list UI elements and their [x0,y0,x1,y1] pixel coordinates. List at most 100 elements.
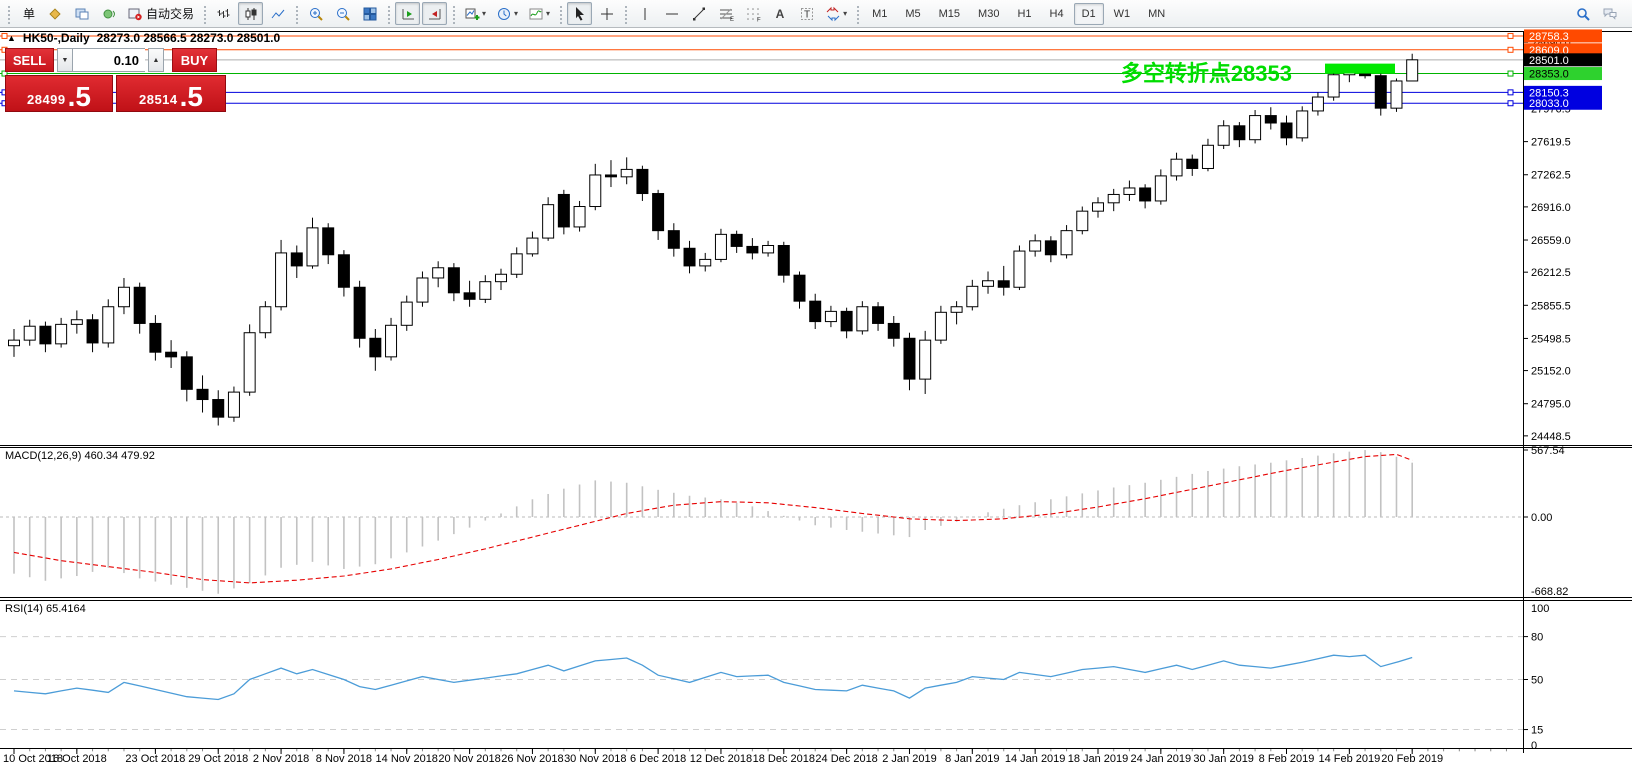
new-chart-icon [465,8,480,20]
svg-text:24448.5: 24448.5 [1531,431,1571,443]
toolbar: 单自动交易 ▾ ▾ ▾ E F A T ▾ M1 M5 M15 M30 H1 H4 D1 W1 MN [0,0,1632,28]
arrows-button[interactable]: ▾ [821,2,851,25]
svg-text:8 Jan 2019: 8 Jan 2019 [945,753,999,765]
data-window-icon[interactable] [69,2,94,25]
fibonacci-button[interactable]: E [713,2,738,25]
sound-alerts-icon[interactable] [96,2,121,25]
sell-button[interactable]: SELL [5,48,54,72]
toolbar-grip [202,3,208,24]
svg-text:25152.0: 25152.0 [1531,366,1571,378]
label-t-icon: T [800,7,813,20]
chat-icon [1603,8,1616,20]
toolbar-grip [6,3,11,24]
shapes-icon [826,6,840,21]
timeframe-w1[interactable]: W1 [1113,7,1131,20]
sell-price-pips: .5 [67,81,91,113]
svg-text:567.54: 567.54 [1531,445,1565,457]
timeframe-m30[interactable]: M30 [978,7,1000,20]
cursor-button[interactable] [567,2,593,25]
bar-chart-button[interactable] [211,2,236,25]
svg-text:10 Oct 2018: 10 Oct 2018 [3,753,63,765]
tile-windows-button[interactable] [357,2,382,25]
volume-input[interactable]: 0.10 [73,48,145,72]
svg-text:100: 100 [1531,603,1549,615]
candlestick-chart-button[interactable] [238,2,264,25]
rsi-indicator-label: RSI(14) 65.4164 [5,603,86,615]
svg-text:26212.5: 26212.5 [1531,267,1571,279]
svg-text:27262.5: 27262.5 [1531,170,1571,182]
text-label-button[interactable]: T [794,2,819,25]
zoom-in-icon [309,7,323,21]
macd-pane: 567.54 0.00 -668.82 [0,445,1568,598]
svg-text:30 Jan 2019: 30 Jan 2019 [1193,753,1254,765]
ohlc-values: 28273.0 28566.5 28273.0 28501.0 [96,31,281,45]
periods-button[interactable]: ▾ [492,2,522,25]
svg-text:15: 15 [1531,725,1543,737]
trendline-button[interactable] [686,2,711,25]
buy-price-button[interactable]: 28514 .5 [116,75,226,112]
svg-text:25855.5: 25855.5 [1531,300,1571,312]
svg-text:14 Feb 2019: 14 Feb 2019 [1318,753,1380,765]
horizontal-line-button[interactable] [659,2,684,25]
svg-text:24 Dec 2018: 24 Dec 2018 [815,753,877,765]
toolbar-grip [294,3,300,24]
timeframe-h4[interactable]: H4 [1049,7,1064,20]
templates-button[interactable]: ▾ [524,2,554,25]
sell-price-button[interactable]: 28499 .5 [5,75,113,112]
macd-indicator-label: MACD(12,26,9) 460.34 479.92 [5,450,155,462]
timeframe-d1[interactable]: D1 [1073,2,1104,25]
crosshair-button[interactable] [594,2,619,25]
chart-area[interactable]: 28690.028333.027976.527619.527262.526916… [0,28,1632,774]
auto-trading-button[interactable]: 自动交易 [123,2,198,25]
line-chart-button[interactable] [265,2,290,25]
timeframe-mn[interactable]: MN [1148,7,1166,20]
svg-text:A: A [775,7,784,21]
chat-icon[interactable] [1597,2,1622,25]
volume-down-button[interactable]: ▼ [57,48,73,72]
svg-text:26559.0: 26559.0 [1531,235,1571,247]
svg-text:28033.0: 28033.0 [1529,98,1569,110]
fibo-fan-button[interactable]: F [740,2,765,25]
svg-text:28353.0: 28353.0 [1529,69,1569,81]
svg-text:E: E [730,17,734,22]
timeframe-m5[interactable]: M5 [905,7,921,20]
svg-text:6 Dec 2018: 6 Dec 2018 [630,753,686,765]
timeframe-h1[interactable]: H1 [1017,7,1032,20]
svg-text:23 Oct 2018: 23 Oct 2018 [125,753,185,765]
chart-shift-button[interactable] [422,2,448,25]
market-watch-icon[interactable] [42,2,67,25]
svg-text:24 Jan 2019: 24 Jan 2019 [1131,753,1192,765]
svg-text:2 Nov 2018: 2 Nov 2018 [253,753,309,765]
svg-text:28758.3: 28758.3 [1529,31,1569,43]
volume-up-button[interactable]: ▲ [148,48,164,72]
zoom-in-button[interactable] [303,2,328,25]
new-order-button[interactable]: 单 [22,7,35,21]
svg-text:-668.82: -668.82 [1531,586,1568,598]
svg-text:2 Jan 2019: 2 Jan 2019 [882,753,936,765]
svg-text:27619.5: 27619.5 [1531,137,1571,149]
cursor-icon [575,6,584,21]
zoom-out-button[interactable] [330,2,355,25]
new-chart-button[interactable]: ▾ [460,2,490,25]
text-button[interactable]: A [767,2,792,25]
search-icon[interactable] [1570,2,1595,25]
svg-text:30 Nov 2018: 30 Nov 2018 [564,753,626,765]
auto-scroll-button[interactable] [395,2,421,25]
svg-text:F: F [757,17,761,22]
svg-text:8 Feb 2019: 8 Feb 2019 [1259,753,1315,765]
timeframe-m15[interactable]: M15 [938,7,961,20]
collapse-panel-icon[interactable]: ▲ [7,33,16,43]
data-window-icon [75,8,88,19]
svg-text:18 Dec 2018: 18 Dec 2018 [753,753,815,765]
annotation-text: 多空转折点28353 [1121,61,1292,86]
one-click-trading-panel: SELL ▼ 0.10 ▲ BUY 28499 .5 28514 .5 [5,48,227,112]
candles-icon [245,7,257,20]
svg-text:80: 80 [1531,632,1543,644]
buy-button[interactable]: BUY [172,48,217,72]
vertical-line-button[interactable] [632,2,657,25]
timeframe-m1[interactable]: M1 [872,7,888,20]
svg-text:26916.0: 26916.0 [1531,202,1571,214]
toolbar-grip [623,3,629,24]
svg-text:50: 50 [1531,675,1543,687]
